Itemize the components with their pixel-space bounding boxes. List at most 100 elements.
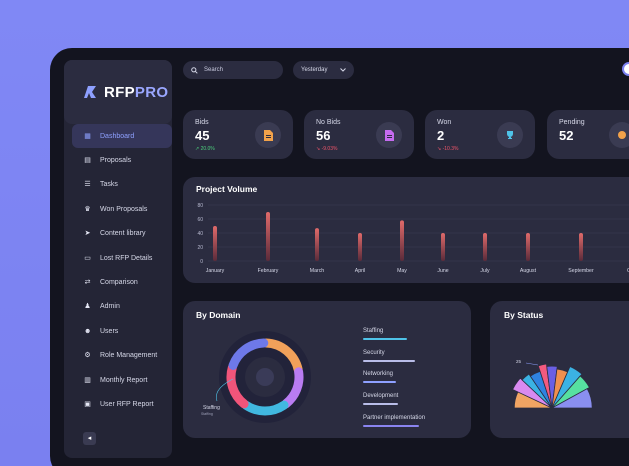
x-tick-label: January xyxy=(206,268,225,274)
chart-icon: ▥ xyxy=(84,376,91,384)
status-slice[interactable] xyxy=(521,373,553,409)
by-status-title: By Status xyxy=(504,310,544,320)
status-slice[interactable] xyxy=(537,363,553,409)
stat-trend: ↘ -9.03% xyxy=(316,146,338,152)
sidebar-item-proposals[interactable]: ▤ Proposals xyxy=(72,148,172,172)
legend-swatch xyxy=(363,381,396,383)
legend-swatch xyxy=(363,403,398,405)
by-status-chart: 25 xyxy=(512,359,593,409)
legend-item[interactable]: Development xyxy=(363,393,398,405)
logo[interactable]: RFPPRO xyxy=(64,60,172,124)
legend-label: Security xyxy=(363,350,385,356)
status-slice[interactable] xyxy=(551,388,593,409)
sidebar-item-content-library[interactable]: ➤ Content library xyxy=(72,222,172,246)
sidebar-item-role-management[interactable]: ⚙ Role Management xyxy=(72,344,172,368)
legend-item[interactable]: Networking xyxy=(363,371,396,383)
legend-item[interactable]: Security xyxy=(363,350,415,362)
volume-bar[interactable] xyxy=(358,233,362,261)
avatar[interactable] xyxy=(622,62,629,76)
donut-slice[interactable] xyxy=(228,338,269,370)
sidebar-item-label: Content library xyxy=(100,230,146,238)
status-callout-value: 25 xyxy=(516,359,522,364)
volume-bar[interactable] xyxy=(483,233,487,261)
stat-value: 56 xyxy=(316,128,331,143)
compare-icon: ⇄ xyxy=(84,279,91,287)
legend-item[interactable]: Staffing xyxy=(363,328,407,340)
x-tick-label: March xyxy=(310,268,325,274)
callout-line xyxy=(216,378,234,402)
project-volume-panel xyxy=(183,177,629,283)
stat-card-won[interactable]: Won 2 ↘ -10.3% xyxy=(425,110,535,159)
donut-slice[interactable] xyxy=(241,400,289,416)
sidebar-item-monthly-report[interactable]: ▥ Monthly Report xyxy=(72,368,172,392)
x-tick-label: February xyxy=(258,268,279,274)
legend-label: Staffing xyxy=(363,328,384,334)
volume-bar[interactable] xyxy=(579,233,583,261)
users-icon: ☻ xyxy=(84,327,92,335)
by-domain-title: By Domain xyxy=(196,310,241,320)
sidebar-item-comparison[interactable]: ⇄ Comparison xyxy=(72,270,172,294)
donut-slice[interactable] xyxy=(226,363,249,409)
file-icon xyxy=(376,122,402,148)
legend-label: Partner implementation xyxy=(363,415,426,421)
donut-slice[interactable] xyxy=(281,367,304,409)
volume-bar[interactable] xyxy=(441,233,445,261)
period-select[interactable]: Yesterday xyxy=(293,61,354,79)
sidebar-item-label: Comparison xyxy=(100,279,138,287)
stat-card-bids[interactable]: Bids 45 ↗ 20.0% xyxy=(183,110,293,159)
y-tick-label: 40 xyxy=(197,231,203,237)
collapse-sidebar-button[interactable]: ◂ xyxy=(83,432,96,445)
callout-sub: Staffing xyxy=(201,412,213,416)
stat-label: No Bids xyxy=(316,119,341,126)
search-input[interactable]: Search xyxy=(183,61,283,79)
volume-bar[interactable] xyxy=(315,228,319,261)
search-icon xyxy=(191,66,198,74)
legend-item[interactable]: Partner implementation xyxy=(363,415,425,427)
x-tick-label: O xyxy=(627,268,629,274)
status-slice[interactable] xyxy=(551,375,590,409)
stat-label: Pending xyxy=(559,119,585,126)
project-volume-title: Project Volume xyxy=(196,184,258,194)
volume-bar[interactable] xyxy=(400,220,404,261)
status-slice[interactable] xyxy=(551,366,583,409)
sidebar-item-label: Users xyxy=(100,327,119,335)
clock-icon xyxy=(609,122,629,148)
volume-bar[interactable] xyxy=(526,233,530,261)
sidebar-item-lost-rfp-details[interactable]: ▭ Lost RFP Details xyxy=(72,246,172,270)
x-tick-label: August xyxy=(520,268,537,274)
y-tick-label: 0 xyxy=(200,259,203,265)
monitor-icon: ▭ xyxy=(84,254,91,262)
legend-label: Development xyxy=(363,393,399,399)
trophy-icon: ♛ xyxy=(84,205,91,213)
volume-bar[interactable] xyxy=(266,212,270,261)
legend-swatch xyxy=(363,425,419,427)
sidebar-item-tasks[interactable]: ☰ Tasks xyxy=(72,173,172,197)
x-tick-label: September xyxy=(568,268,594,274)
stat-card-no-bids[interactable]: No Bids 56 ↘ -9.03% xyxy=(304,110,414,159)
stat-label: Won xyxy=(437,119,452,126)
sidebar-item-won-proposals[interactable]: ♛ Won Proposals xyxy=(72,197,172,221)
callout-line xyxy=(525,362,539,366)
search-placeholder: Search xyxy=(204,67,224,73)
legend-label: Networking xyxy=(363,371,394,377)
legend-swatch xyxy=(363,360,415,362)
sidebar-item-label: User RFP Report xyxy=(100,400,154,408)
y-tick-label: 60 xyxy=(197,217,203,223)
x-tick-label: June xyxy=(437,268,448,274)
status-slice[interactable] xyxy=(546,365,558,409)
sidebar-item-dashboard[interactable]: ▦ Dashboard xyxy=(72,124,172,149)
logo-icon xyxy=(84,86,96,98)
donut-slice[interactable] xyxy=(261,338,303,374)
sidebar-item-admin[interactable]: ♟ Admin xyxy=(72,295,172,319)
volume-bar[interactable] xyxy=(213,226,217,261)
callout-label: Staffing xyxy=(203,405,220,411)
sidebar-item-user-rfp-report[interactable]: ▣ User RFP Report xyxy=(72,392,172,416)
period-value: Yesterday xyxy=(301,67,328,73)
sidebar-item-label: Lost RFP Details xyxy=(100,254,153,262)
stat-card-pending[interactable]: Pending 52 xyxy=(547,110,629,159)
stat-value: 2 xyxy=(437,128,445,143)
status-slice[interactable] xyxy=(512,377,553,409)
x-tick-label: July xyxy=(480,268,490,274)
sidebar-item-users[interactable]: ☻ Users xyxy=(72,319,172,343)
